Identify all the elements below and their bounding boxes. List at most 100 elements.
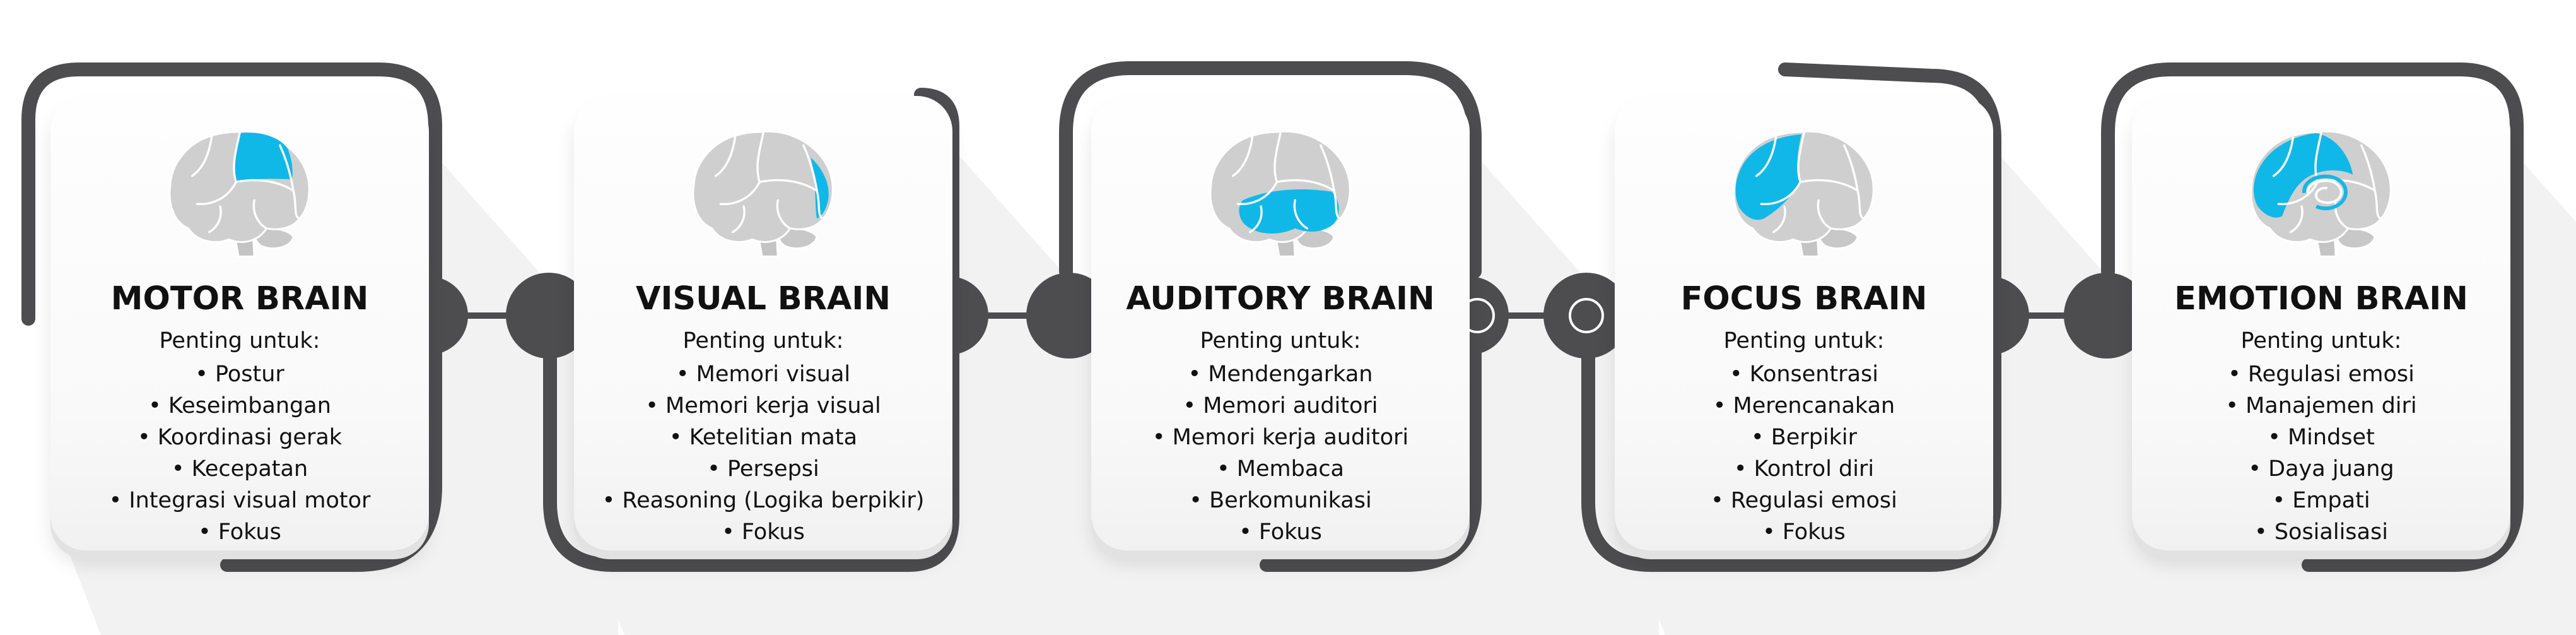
brain-fold [1236,181,1278,205]
brain-fold [235,179,295,192]
benefit-item: • Berkomunikasi [1189,488,1372,513]
frame-bracket [914,88,959,133]
benefit-item: • Koordinasi gerak [137,425,342,450]
brain-fold [802,144,818,192]
connector-ring [1569,298,1604,333]
brain-highlight-region [2254,133,2353,218]
benefit-item: • Ketelitian mata [669,425,858,450]
benefit-item: • Postur [195,362,284,387]
brain-fold [1275,179,1335,192]
benefit-item: • Merencanakan [1712,393,1895,418]
connector-circle [1026,273,1112,359]
brain-illustration [168,130,310,258]
brain-fold [2289,205,2304,234]
frame-bracket [543,119,959,572]
benefit-item: • Empati [2272,488,2370,513]
brain-fold [1797,132,1805,184]
brain-illustration [1209,130,1351,258]
benefit-item: • Fokus [1239,519,1322,545]
benefit-item: • Manajemen diri [2225,393,2417,418]
brain-fold [292,189,301,220]
brain-fold [1760,181,1801,205]
connector-half-circle [1990,276,2029,355]
benefit-item: • Berpikir [1750,425,1858,450]
benefit-list: • Mendengarkan • Memori auditori • Memori … [1091,359,1470,548]
frame-bracket [21,62,442,572]
brain-fold [1231,136,1254,177]
card-title: AUDITORY BRAIN [1126,280,1435,318]
benefit-item: • Kecepatan [171,456,308,482]
brain-fold [1320,144,1335,192]
brain-fold [1799,179,1859,192]
benefit-item: • Fokus [722,519,805,545]
brain-fold [1817,199,1832,230]
benefit-item: • Memori visual [676,362,851,387]
brain-fold [196,181,237,205]
brain-fold [714,136,737,177]
card-title: MOTOR BRAIN [110,280,369,318]
benefit-item: • Keseimbangan [148,393,331,418]
brain-fold [1333,189,1342,220]
card-subtitle: Penting untuk: [2240,328,2402,353]
benefit-item: • Memori kerja visual [645,393,881,418]
benefit-item: • Regulasi emosi [1711,488,1897,513]
limbic-ring [2302,174,2348,211]
benefit-item: • Membaca [1217,456,1344,482]
card-title: VISUAL BRAIN [635,280,891,318]
connector-circle [1543,273,1629,359]
brain-fold [279,144,295,192]
benefit-list: • Regulasi emosi • Manajemen diri • Mindse… [2132,359,2510,548]
benefit-list: • Postur • Keseimbangan • Koordinasi gerak… [50,359,429,548]
card-subtitle: Penting untuk: [159,328,320,353]
brain-fold [816,189,824,220]
frame-bracket [1581,62,2001,572]
card-subtitle: Penting untuk: [1200,328,1361,353]
brain-fold [2374,189,2382,220]
brain-fold [1248,205,1263,234]
benefit-item: • Regulasi emosi [2228,362,2415,387]
benefit-item: • Mindset [2268,425,2375,450]
brain-fold [1843,144,1859,192]
brain-fold [1293,199,1309,230]
card-title: EMOTION BRAIN [2174,280,2468,318]
brain-fold [731,205,746,234]
brain-highlight-region [233,133,293,182]
frame-bracket [2101,62,2524,572]
benefit-item: • Konsentrasi [1729,362,1879,387]
brain-fold [233,132,241,184]
brain-card: VISUAL BRAIN Penting untuk: • Memori visua… [574,96,952,550]
card-subtitle: Penting untuk: [1723,328,1885,353]
brain-fold [1856,189,1865,220]
brain-card: FOCUS BRAIN Penting untuk: • Konsentrasi • … [1615,96,1993,550]
benefit-item: • Sosialisasi [2254,519,2388,545]
brain-fold [190,136,213,177]
frame-bracket [1059,61,1482,278]
benefit-item: • Fokus [1762,519,1846,545]
benefit-list: • Memori visual • Memori kerja visual • Ke… [574,359,952,548]
brain-fold [776,199,792,230]
connector-circle [506,273,592,359]
brain-fold [208,205,222,234]
frame-bracket [1260,347,1482,572]
connector-half-circle [429,276,468,355]
benefit-item: • Kontrol diri [1733,456,1875,482]
benefit-item: • Integrasi visual motor [108,488,371,513]
card-subtitle: Penting untuk: [682,328,844,353]
brain-card: EMOTION BRAIN Penting untuk: • Regulasi em… [2132,96,2510,550]
brain-fold [2277,181,2319,205]
brain-fold [719,181,761,205]
benefit-item: • Memori kerja auditori [1152,425,1409,450]
brain-illustration [2250,130,2392,258]
brain-fold [252,199,268,230]
brain-card: AUDITORY BRAIN Penting untuk: • Mendengark… [1091,96,1470,550]
connector-half-circle [1470,276,1509,355]
benefit-item: • Mendengarkan [1188,362,1373,387]
brain-card: MOTOR BRAIN Penting untuk: • Postur • Kesei… [50,96,429,550]
benefit-item: • Reasoning (Logika berpikir) [602,488,925,513]
connector-half-circle [949,276,988,355]
brain-fold [1772,205,1786,234]
benefit-item: • Persepsi [707,456,819,482]
brain-fold [2272,136,2295,177]
brain-fold [2360,144,2376,192]
